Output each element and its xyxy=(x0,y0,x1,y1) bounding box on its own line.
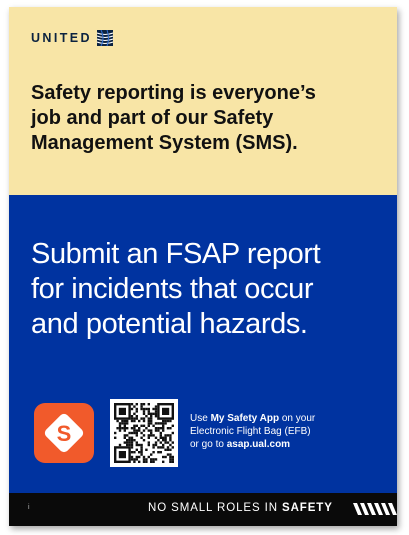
app-icon-letter: S xyxy=(57,421,72,446)
hazard-stripes-icon xyxy=(353,503,397,515)
app-instructions: Use My Safety App on your Electronic Fli… xyxy=(190,412,390,451)
page-mark: i xyxy=(28,504,30,511)
united-logo: UNITED xyxy=(31,30,113,46)
headline-line-3: Management System (SMS). xyxy=(31,132,298,154)
qr-code-icon[interactable] xyxy=(110,399,178,467)
main-band: Submit an FSAP report for incidents that… xyxy=(9,195,397,493)
qr-code-graphic xyxy=(114,403,174,463)
poster: UNITED Safety reporting is everyone’s jo… xyxy=(9,7,397,526)
instr-line-2: Electronic Flight Bag (EFB) xyxy=(190,426,311,437)
tagline-prefix: NO SMALL ROLES IN xyxy=(148,502,283,514)
app-name: My Safety App xyxy=(210,413,280,424)
headline-line-1: Safety reporting is everyone’s xyxy=(31,82,316,104)
submit-line-2: for incidents that occur xyxy=(31,273,314,305)
instr-go-to: or go to xyxy=(190,439,227,450)
submit-line-1: Submit an FSAP report xyxy=(31,238,321,270)
united-wordmark: UNITED xyxy=(31,31,92,45)
instr-use: Use xyxy=(190,413,211,424)
submit-message: Submit an FSAP report for incidents that… xyxy=(31,237,381,342)
submit-line-3: and potential hazards. xyxy=(31,308,308,340)
asap-url-link[interactable]: asap.ual.com xyxy=(226,439,291,450)
tagline-bold: SAFETY xyxy=(282,502,333,514)
headline: Safety reporting is everyone’s job and p… xyxy=(31,81,381,156)
footer-band: i NO SMALL ROLES IN SAFETY xyxy=(9,493,397,526)
footer-tagline: NO SMALL ROLES IN SAFETY xyxy=(148,502,333,514)
instr-on-your: on your xyxy=(279,413,316,424)
header-band: UNITED Safety reporting is everyone’s jo… xyxy=(9,7,397,195)
my-safety-app-icon: S xyxy=(34,403,94,463)
app-diamond-icon: S xyxy=(44,413,84,453)
globe-icon xyxy=(96,30,113,46)
headline-line-2: job and part of our Safety xyxy=(31,107,274,129)
